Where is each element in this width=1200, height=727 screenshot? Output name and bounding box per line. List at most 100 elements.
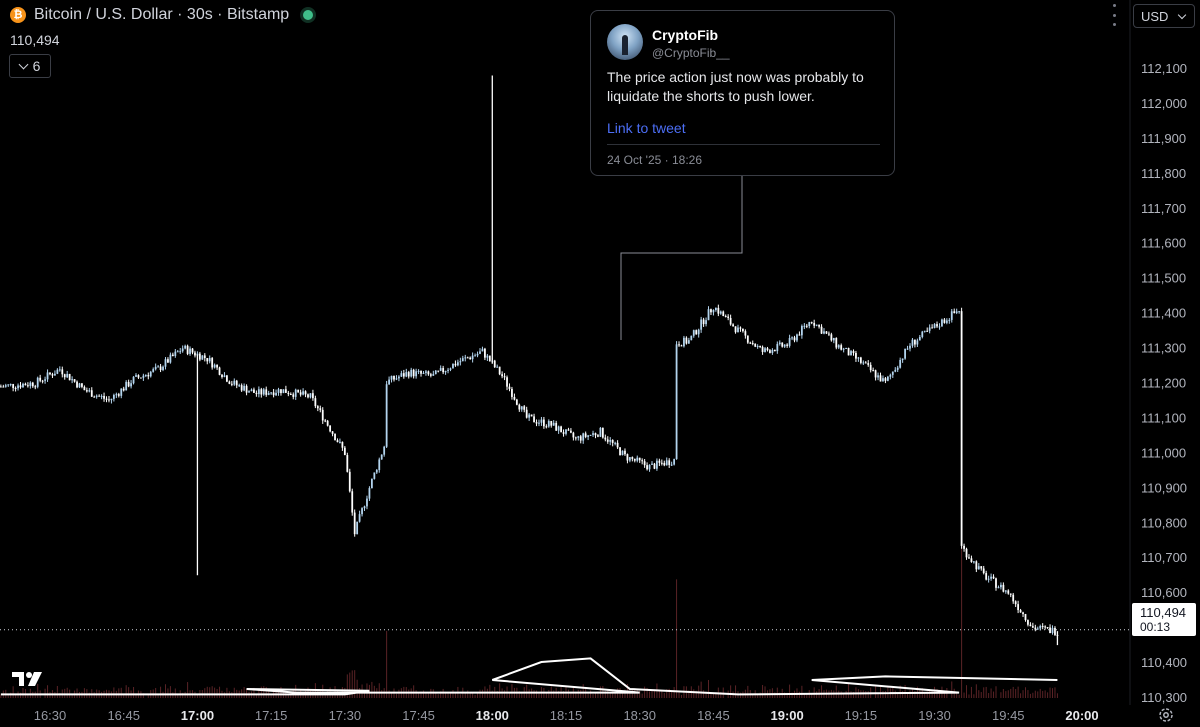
candle xyxy=(594,433,597,436)
candle xyxy=(410,369,413,377)
candle xyxy=(471,355,474,360)
candle xyxy=(319,408,322,410)
candle xyxy=(918,336,921,341)
candle xyxy=(938,326,941,328)
candle xyxy=(95,395,98,397)
candle xyxy=(238,385,241,387)
more-options-icon[interactable] xyxy=(1113,4,1119,26)
candle xyxy=(253,389,255,393)
candle xyxy=(953,311,956,314)
candle xyxy=(449,368,452,370)
candle xyxy=(218,367,221,375)
symbol-title[interactable]: Bitcoin / U.S. Dollar · 30s · Bitstamp xyxy=(34,6,290,23)
tweet-card[interactable]: CryptoFib @CryptoFib__ The price action … xyxy=(590,10,895,176)
candle xyxy=(34,386,37,388)
candle xyxy=(474,355,476,357)
symbol-header[interactable]: ₿ Bitcoin / U.S. Dollar · 30s · Bitstamp xyxy=(10,6,314,24)
candle xyxy=(412,369,415,377)
candle xyxy=(12,384,15,388)
candle xyxy=(304,391,307,395)
candle xyxy=(452,363,454,369)
candle xyxy=(1017,604,1020,611)
candle xyxy=(329,425,332,432)
candle xyxy=(648,464,651,470)
candle xyxy=(570,430,572,433)
candle xyxy=(911,339,914,346)
candle xyxy=(933,324,936,329)
candle xyxy=(331,431,334,434)
collapse-indicators-button[interactable]: 6 xyxy=(9,54,51,78)
candle xyxy=(936,324,938,327)
time-tick-label: 17:45 xyxy=(402,708,435,723)
candle xyxy=(1034,627,1037,630)
price-tick-label: 111,600 xyxy=(1141,236,1186,251)
candle xyxy=(975,561,978,570)
price-tick-label: 110,900 xyxy=(1141,480,1187,495)
candle xyxy=(614,442,617,444)
candle xyxy=(545,426,548,428)
candle xyxy=(341,441,344,448)
candle xyxy=(557,426,560,431)
candle xyxy=(761,346,764,352)
candle xyxy=(683,337,685,347)
time-axis[interactable]: 16:30 16:45 17:00 17:15 17:30 17:45 18:00 18:15… xyxy=(34,708,1099,723)
candles xyxy=(0,75,1059,646)
candle xyxy=(697,329,700,335)
candle xyxy=(616,442,619,448)
current-price-label: 110,494 00:13 xyxy=(1132,603,1196,636)
tradingview-logo-icon[interactable] xyxy=(12,670,44,688)
candle xyxy=(41,380,44,382)
tweet-date: 24 Oct '25 · 18:26 xyxy=(607,153,703,167)
candle xyxy=(326,420,329,426)
candle xyxy=(592,433,594,435)
price-axis[interactable]: 112,100 112,000 111,900 111,800 111,700 111,6… xyxy=(1141,61,1187,705)
header-last-price: 110,494 xyxy=(10,32,60,48)
candle xyxy=(604,437,607,440)
candle xyxy=(1036,628,1039,630)
candle xyxy=(289,394,292,396)
candle xyxy=(862,362,865,364)
candle xyxy=(628,457,631,461)
candle xyxy=(1027,620,1029,625)
candle xyxy=(705,320,707,325)
candle xyxy=(339,441,341,443)
candle xyxy=(624,450,626,455)
currency-select[interactable]: USD xyxy=(1133,4,1195,28)
candle xyxy=(429,374,432,376)
candle xyxy=(601,427,604,438)
tweet-author-name: CryptoFib xyxy=(652,27,719,43)
candle xyxy=(751,343,754,345)
candle xyxy=(417,370,420,372)
candle xyxy=(493,360,496,368)
time-tick-label: 16:30 xyxy=(34,708,67,723)
current-price: 110,494 xyxy=(1140,605,1187,620)
candle xyxy=(597,435,599,437)
candle xyxy=(1031,626,1034,628)
tweet-link[interactable]: Link to tweet xyxy=(607,120,686,136)
candle xyxy=(1009,593,1012,595)
candle xyxy=(157,366,160,368)
candle xyxy=(599,427,602,437)
candle xyxy=(262,389,265,395)
candle xyxy=(840,345,843,350)
candle xyxy=(427,371,430,375)
candle xyxy=(523,406,526,410)
candle xyxy=(1000,584,1002,588)
candle xyxy=(567,429,570,431)
candle xyxy=(484,348,486,358)
candle xyxy=(105,398,108,400)
candle xyxy=(226,375,228,382)
candle xyxy=(29,382,32,386)
candle xyxy=(879,375,882,382)
gear-icon[interactable] xyxy=(1158,707,1174,723)
candle xyxy=(255,392,258,395)
candle xyxy=(945,320,948,323)
candle xyxy=(538,422,540,424)
candle xyxy=(68,373,71,381)
candle xyxy=(700,319,703,330)
candle xyxy=(115,394,118,396)
candle xyxy=(46,372,49,380)
candle xyxy=(284,389,287,393)
candle xyxy=(26,385,29,387)
